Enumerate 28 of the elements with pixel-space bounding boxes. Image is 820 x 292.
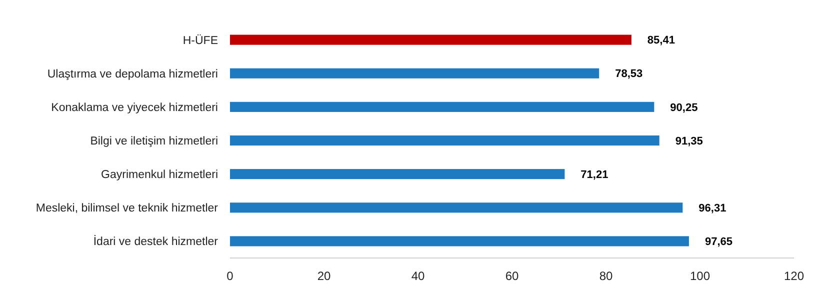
x-tick-label: 120 — [784, 269, 804, 284]
x-tick-label: 60 — [505, 269, 519, 284]
data-label: 91,35 — [675, 135, 703, 148]
bar — [230, 236, 689, 246]
bar — [230, 202, 683, 213]
x-tick-label: 20 — [317, 269, 331, 284]
x-tick-label: 40 — [411, 269, 425, 284]
bar — [230, 169, 565, 180]
data-label: 97,65 — [704, 236, 732, 248]
y-tick-label: H-ÜFE — [182, 34, 218, 47]
y-tick-label: Bilgi ve iletişim hizmetleri — [90, 136, 218, 148]
y-tick-label: Konaklama ve yiyecek hizmetleri — [51, 102, 218, 114]
x-tick-label: 80 — [599, 269, 613, 284]
data-label: 71,21 — [580, 168, 608, 181]
x-tick-label: 100 — [690, 269, 710, 284]
x-tick-label: 0 — [226, 269, 234, 284]
bar — [230, 135, 660, 146]
y-tick-label: Mesleki, bilimsel ve teknik hizmetler — [36, 202, 218, 215]
y-tick-label: Ulaştırma ve depolama hizmetleri — [47, 68, 218, 80]
bar — [230, 34, 632, 45]
bar — [230, 68, 600, 78]
bar — [230, 102, 654, 112]
y-tick-label: Gayrimenkul hizmetleri — [101, 169, 218, 182]
data-label: 85,41 — [647, 34, 675, 47]
data-label: 78,53 — [615, 68, 643, 80]
data-label: 90,25 — [670, 102, 698, 114]
y-tick-label: İdari ve destek hizmetler — [93, 235, 218, 248]
data-label: 96,31 — [698, 202, 726, 214]
